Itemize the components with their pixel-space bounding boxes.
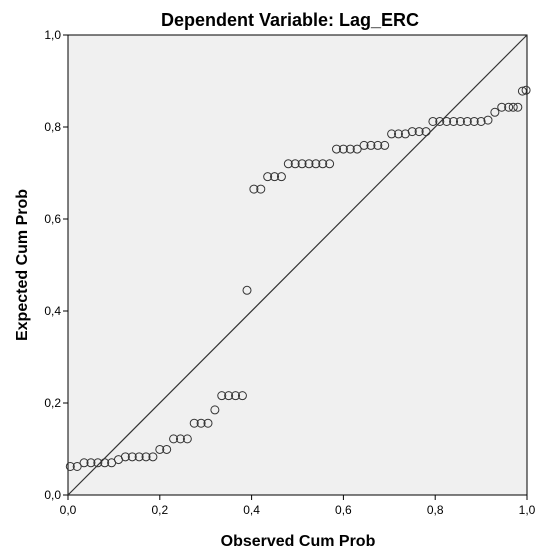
reference-diagonal-line xyxy=(67,34,528,496)
data-point xyxy=(345,144,355,154)
data-point xyxy=(175,434,185,444)
data-point xyxy=(497,102,507,112)
data-point xyxy=(127,452,137,462)
data-point xyxy=(249,184,259,194)
data-point xyxy=(359,140,369,150)
data-point xyxy=(414,127,424,137)
data-point xyxy=(65,461,75,471)
data-point xyxy=(393,129,403,139)
data-point xyxy=(428,116,438,126)
y-axis-title: Expected Cum Prob xyxy=(14,189,31,341)
data-point xyxy=(93,458,103,468)
data-point xyxy=(224,391,234,401)
data-point xyxy=(352,144,362,154)
data-point xyxy=(442,116,452,126)
data-point xyxy=(304,159,314,169)
data-point xyxy=(483,115,493,125)
data-point xyxy=(189,418,199,428)
y-tick-label: 0,6 xyxy=(44,212,61,226)
data-point xyxy=(513,102,523,112)
data-point xyxy=(387,129,397,139)
data-point xyxy=(521,85,531,95)
data-point xyxy=(311,159,321,169)
data-point xyxy=(332,144,342,154)
data-point xyxy=(263,172,273,182)
y-axis: 0,0 0,2 0,4 0,6 0,8 1,0 xyxy=(44,28,68,502)
y-tick-label: 0,0 xyxy=(44,488,61,502)
data-point xyxy=(366,140,376,150)
data-point xyxy=(134,452,144,462)
data-point xyxy=(469,116,479,126)
x-tick-label: 0,6 xyxy=(335,503,352,517)
data-points xyxy=(65,85,531,471)
data-point xyxy=(210,405,220,415)
x-tick-label: 0,0 xyxy=(60,503,77,517)
data-point xyxy=(148,452,158,462)
x-axis: 0,0 0,2 0,4 0,6 0,8 1,0 xyxy=(60,495,536,517)
data-point xyxy=(79,458,89,468)
data-point xyxy=(449,116,459,126)
data-point xyxy=(373,140,383,150)
x-tick-label: 0,2 xyxy=(151,503,168,517)
data-point xyxy=(380,140,390,150)
y-tick-label: 0,8 xyxy=(44,120,61,134)
data-point xyxy=(72,461,82,471)
data-point xyxy=(155,444,165,454)
data-point xyxy=(400,129,410,139)
data-point xyxy=(169,434,179,444)
data-point xyxy=(462,116,472,126)
data-point xyxy=(325,159,335,169)
data-point xyxy=(100,458,110,468)
chart-title: Dependent Variable: Lag_ERC xyxy=(161,10,419,30)
x-tick-label: 1,0 xyxy=(519,503,536,517)
data-point xyxy=(237,391,247,401)
x-tick-label: 0,8 xyxy=(427,503,444,517)
data-point xyxy=(203,418,213,428)
data-point xyxy=(297,159,307,169)
data-point xyxy=(231,391,241,401)
y-tick-label: 0,2 xyxy=(44,396,61,410)
data-point xyxy=(256,184,266,194)
data-point xyxy=(517,86,527,96)
y-tick-label: 1,0 xyxy=(44,28,61,42)
data-point xyxy=(86,458,96,468)
x-axis-title: Observed Cum Prob xyxy=(221,533,376,550)
data-point xyxy=(196,418,206,428)
data-point xyxy=(421,127,431,137)
data-point xyxy=(435,116,445,126)
data-point xyxy=(141,452,151,462)
data-point xyxy=(120,452,130,462)
data-point xyxy=(407,127,417,137)
data-point xyxy=(290,159,300,169)
data-point xyxy=(182,434,192,444)
data-point xyxy=(270,172,280,182)
y-tick-label: 0,4 xyxy=(44,304,61,318)
data-point xyxy=(338,144,348,154)
data-point xyxy=(283,159,293,169)
data-point xyxy=(276,172,286,182)
data-point xyxy=(162,444,172,454)
data-point xyxy=(508,102,518,112)
data-point xyxy=(318,159,328,169)
data-point xyxy=(217,391,227,401)
data-point xyxy=(455,116,465,126)
data-point xyxy=(242,285,252,295)
data-point xyxy=(490,107,500,117)
data-point xyxy=(504,102,514,112)
x-tick-label: 0,4 xyxy=(243,503,260,517)
data-point xyxy=(476,116,486,126)
